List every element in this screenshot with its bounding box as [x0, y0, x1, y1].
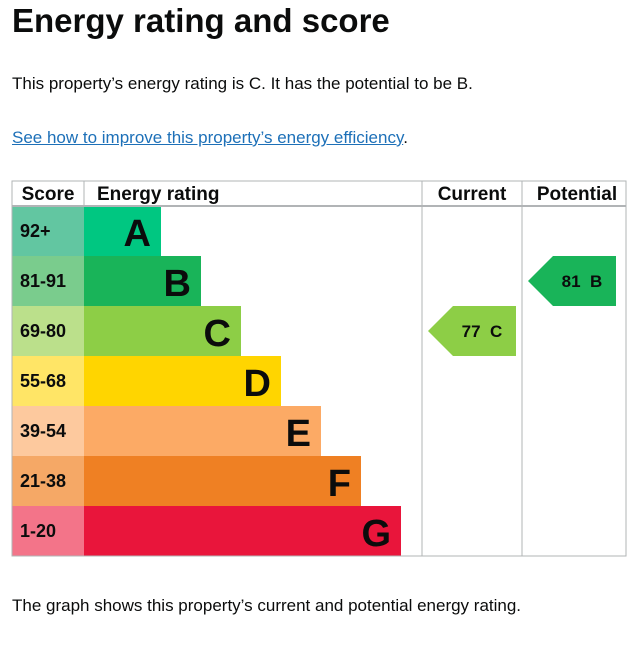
band-bar-g: [84, 506, 401, 556]
band-letter-a: A: [124, 213, 151, 255]
score-cell-d: [12, 356, 84, 406]
header-current: Current: [438, 184, 507, 205]
score-cell-f: [12, 456, 84, 506]
improve-link-line: See how to improve this property’s energ…: [12, 128, 408, 148]
score-range-g: 1-20: [20, 521, 56, 541]
band-bar-e: [84, 406, 321, 456]
band-letter-e: E: [286, 413, 311, 455]
band-bar-a: [84, 206, 161, 256]
score-range-e: 39-54: [20, 421, 66, 441]
band-bar-b: [84, 256, 201, 306]
improve-efficiency-link[interactable]: See how to improve this property’s energ…: [12, 128, 404, 147]
rating-summary: This property’s energy rating is C. It h…: [12, 74, 473, 93]
band-letter-b: B: [164, 263, 191, 305]
band-letter-g: G: [361, 513, 391, 555]
score-range-a: 92+: [20, 221, 51, 241]
header-energy-rating: Energy rating: [97, 184, 219, 205]
header-score: Score: [22, 184, 75, 205]
band-letter-d: D: [244, 363, 271, 405]
score-range-f: 21-38: [20, 471, 66, 491]
score-cell-b: [12, 256, 84, 306]
band-bar-f: [84, 456, 361, 506]
graph-description: The graph shows this property’s current …: [12, 596, 522, 615]
score-cell-c: [12, 306, 84, 356]
band-bar-c: [84, 306, 241, 356]
page-title: Energy rating and score: [12, 2, 390, 39]
current-rating-label: 77 C: [462, 322, 503, 341]
potential-rating-label: 81 B: [562, 272, 603, 291]
band-bar-d: [84, 356, 281, 406]
score-range-d: 55-68: [20, 371, 66, 391]
potential-arrow: [528, 256, 616, 306]
score-range-c: 69-80: [20, 321, 66, 341]
score-cell-e: [12, 406, 84, 456]
link-suffix: .: [403, 128, 408, 147]
chart-border: [11, 180, 627, 557]
score-cell-g: [12, 506, 84, 556]
header-potential: Potential: [537, 184, 617, 205]
current-arrow: [428, 306, 516, 356]
band-letter-c: C: [204, 313, 231, 355]
score-cell-a: [12, 206, 84, 256]
score-range-b: 81-91: [20, 271, 66, 291]
band-letter-f: F: [328, 463, 351, 505]
